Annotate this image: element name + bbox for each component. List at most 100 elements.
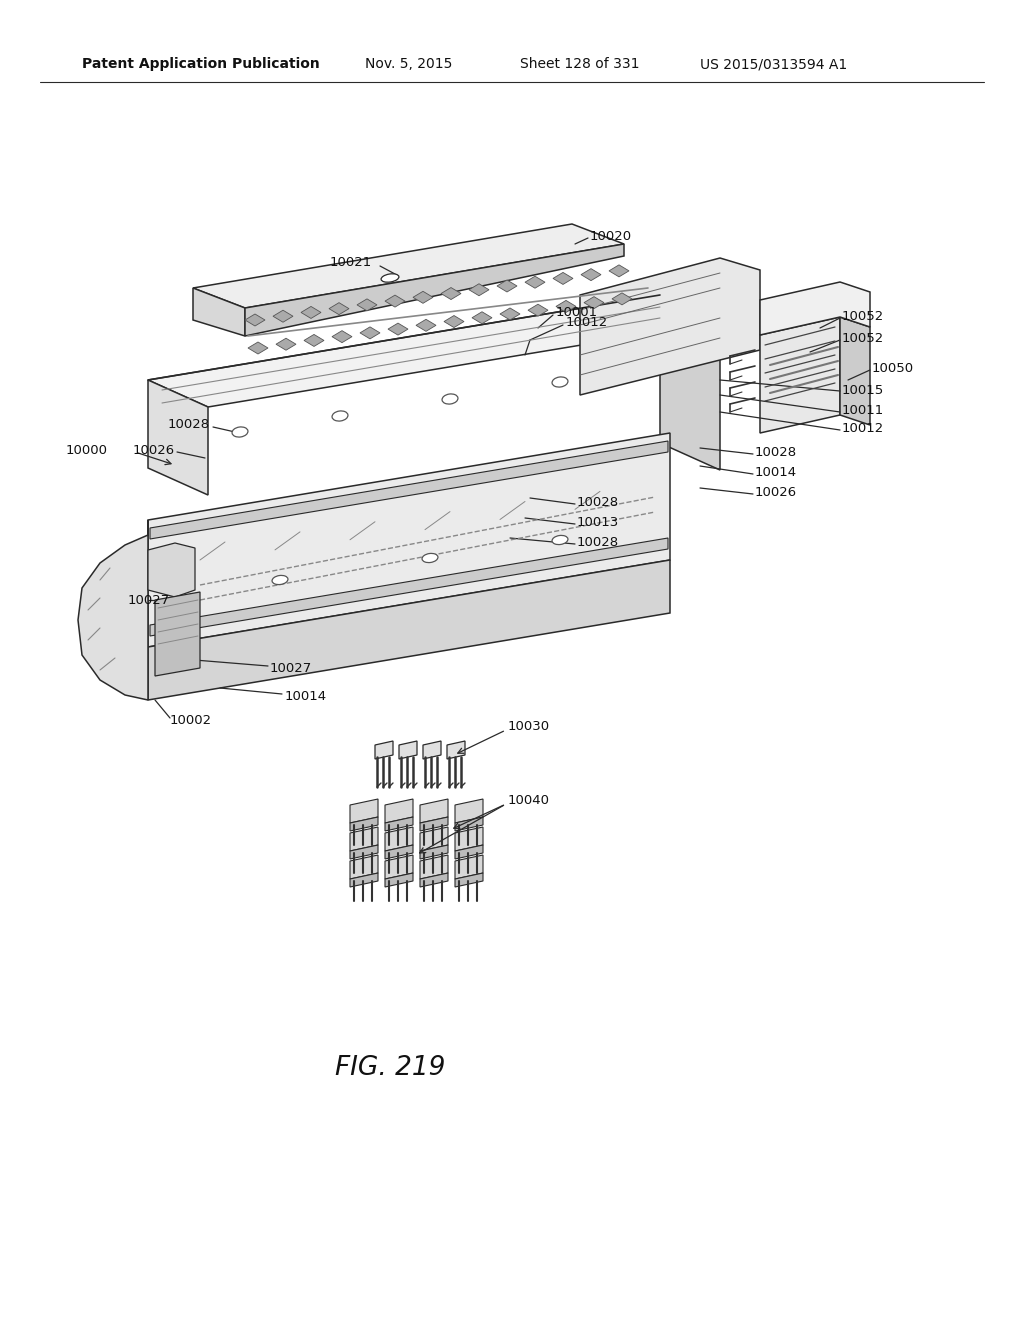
Polygon shape: [350, 799, 378, 822]
Polygon shape: [420, 799, 449, 822]
Polygon shape: [420, 873, 449, 887]
Text: 10052: 10052: [842, 331, 885, 345]
Text: 10001: 10001: [556, 305, 598, 318]
Text: 10050: 10050: [872, 362, 914, 375]
Polygon shape: [248, 342, 268, 354]
Polygon shape: [472, 312, 492, 323]
Polygon shape: [385, 845, 413, 859]
Polygon shape: [760, 317, 840, 433]
Polygon shape: [455, 799, 483, 822]
Text: 10014: 10014: [755, 466, 797, 479]
Polygon shape: [455, 828, 483, 851]
Text: Nov. 5, 2015: Nov. 5, 2015: [365, 57, 453, 71]
Text: 10012: 10012: [842, 421, 885, 434]
Polygon shape: [245, 244, 624, 337]
Polygon shape: [840, 317, 870, 425]
Text: 10015: 10015: [842, 384, 885, 396]
Polygon shape: [455, 873, 483, 887]
Polygon shape: [609, 265, 629, 277]
Polygon shape: [273, 310, 293, 322]
Polygon shape: [385, 799, 413, 822]
Text: 10012: 10012: [566, 315, 608, 329]
Text: Patent Application Publication: Patent Application Publication: [82, 57, 319, 71]
Text: 10026: 10026: [133, 444, 175, 457]
Polygon shape: [357, 298, 377, 312]
Text: Sheet 128 of 331: Sheet 128 of 331: [520, 57, 640, 71]
Polygon shape: [455, 817, 483, 832]
Ellipse shape: [552, 378, 568, 387]
Ellipse shape: [332, 411, 348, 421]
Text: US 2015/0313594 A1: US 2015/0313594 A1: [700, 57, 847, 71]
Polygon shape: [581, 269, 601, 281]
Polygon shape: [553, 272, 573, 284]
Polygon shape: [584, 297, 604, 309]
Polygon shape: [375, 741, 393, 759]
Polygon shape: [660, 294, 720, 470]
Polygon shape: [385, 296, 406, 308]
Polygon shape: [350, 855, 378, 879]
Ellipse shape: [381, 273, 399, 282]
Ellipse shape: [442, 393, 458, 404]
Polygon shape: [332, 331, 352, 343]
Polygon shape: [497, 280, 517, 292]
Polygon shape: [500, 308, 520, 319]
Ellipse shape: [232, 426, 248, 437]
Polygon shape: [420, 828, 449, 851]
Text: 10026: 10026: [755, 486, 797, 499]
Text: FIG. 219: FIG. 219: [335, 1055, 445, 1081]
Polygon shape: [413, 292, 433, 304]
Polygon shape: [528, 304, 548, 317]
Text: 10040: 10040: [508, 793, 550, 807]
Text: 10014: 10014: [285, 689, 327, 702]
Polygon shape: [301, 306, 321, 318]
Polygon shape: [148, 560, 670, 700]
Polygon shape: [420, 817, 449, 832]
Text: 10000: 10000: [66, 444, 108, 457]
Polygon shape: [148, 543, 195, 597]
Polygon shape: [441, 288, 461, 300]
Text: 10002: 10002: [170, 714, 212, 726]
Text: 10013: 10013: [577, 516, 620, 528]
Polygon shape: [78, 520, 148, 700]
Polygon shape: [350, 817, 378, 832]
Text: 10028: 10028: [755, 446, 797, 458]
Polygon shape: [416, 319, 436, 331]
Polygon shape: [455, 855, 483, 879]
Text: 10052: 10052: [842, 309, 885, 322]
Polygon shape: [193, 288, 245, 337]
Ellipse shape: [272, 576, 288, 585]
Polygon shape: [612, 293, 632, 305]
Text: 10021: 10021: [330, 256, 373, 269]
Polygon shape: [385, 828, 413, 851]
Polygon shape: [447, 741, 465, 759]
Polygon shape: [385, 855, 413, 879]
Text: 10027: 10027: [128, 594, 170, 606]
Polygon shape: [276, 338, 296, 350]
Polygon shape: [580, 257, 760, 395]
Polygon shape: [360, 327, 380, 339]
Polygon shape: [150, 441, 668, 539]
Polygon shape: [155, 591, 200, 676]
Polygon shape: [148, 380, 208, 495]
Polygon shape: [148, 294, 720, 407]
Polygon shape: [423, 741, 441, 759]
Polygon shape: [150, 539, 668, 636]
Polygon shape: [245, 314, 265, 326]
Polygon shape: [455, 845, 483, 859]
Polygon shape: [444, 315, 464, 327]
Polygon shape: [525, 276, 545, 288]
Text: 10028: 10028: [577, 536, 620, 549]
Polygon shape: [399, 741, 417, 759]
Text: 10011: 10011: [842, 404, 885, 417]
Polygon shape: [193, 224, 624, 308]
Text: 10027: 10027: [270, 661, 312, 675]
Text: 10020: 10020: [590, 230, 632, 243]
Polygon shape: [350, 873, 378, 887]
Polygon shape: [388, 323, 408, 335]
Polygon shape: [350, 828, 378, 851]
Text: 10028: 10028: [168, 418, 210, 432]
Polygon shape: [420, 855, 449, 879]
Ellipse shape: [552, 536, 568, 545]
Polygon shape: [385, 817, 413, 832]
Polygon shape: [385, 873, 413, 887]
